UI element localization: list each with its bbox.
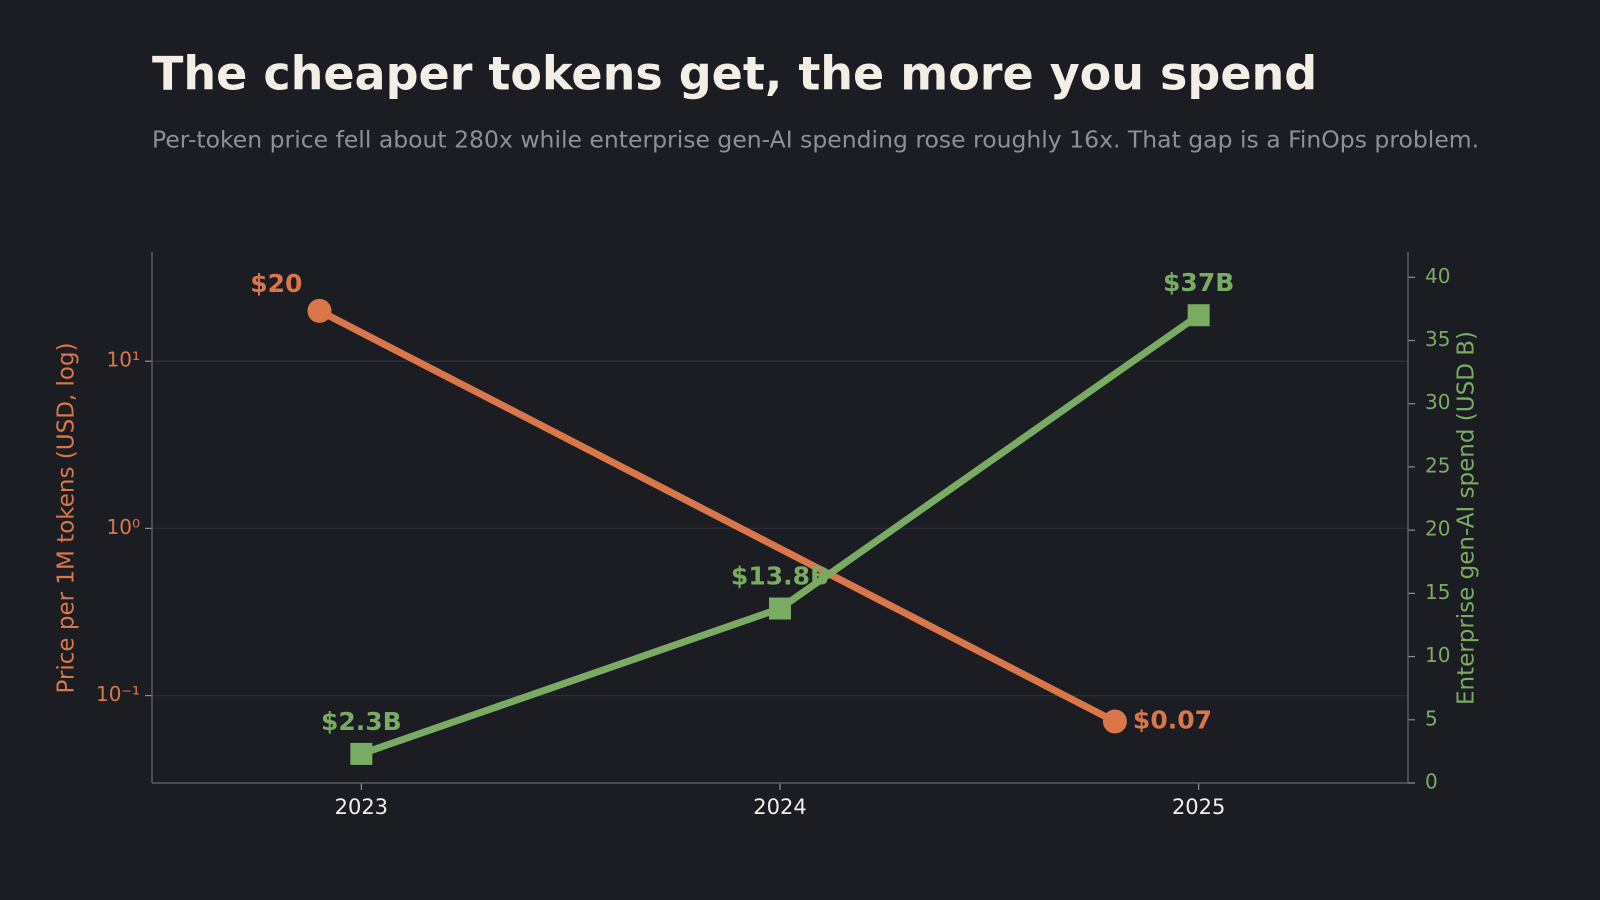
x-tick-label: 2024 [753, 795, 806, 819]
series-line [317, 307, 1117, 725]
y2-tick-label: 30 [1425, 390, 1450, 414]
data-label: $37B [1163, 268, 1234, 297]
y-tick-label: 10⁻¹ [96, 682, 140, 706]
y2-tick-label: 25 [1425, 453, 1450, 477]
y2-tick-label: 0 [1425, 770, 1438, 794]
marker [1187, 304, 1210, 327]
data-label: $20 [250, 269, 302, 298]
x-tick-label: 2025 [1172, 795, 1225, 819]
marker [307, 298, 332, 323]
y-tick-label: 10⁰ [107, 515, 140, 539]
y2-tick-label: 35 [1425, 327, 1450, 351]
data-label: $2.3B [321, 707, 402, 736]
marker [769, 597, 791, 620]
data-label: $0.07 [1133, 705, 1212, 734]
data-label: $13.8B [731, 562, 829, 591]
y2-axis-label: Enterprise gen-AI spend (USD B) [1454, 331, 1480, 705]
y2-tick-label: 15 [1425, 580, 1450, 604]
marker [1102, 709, 1127, 734]
y-axis-label: Price per 1M tokens (USD, log) [54, 342, 80, 693]
x-tick-label: 2023 [335, 795, 388, 819]
y2-tick-label: 10 [1425, 643, 1450, 667]
y2-tick-label: 5 [1425, 706, 1438, 730]
chart-title: The cheaper tokens get, the more you spe… [152, 47, 1317, 101]
chart-subtitle: Per-token price fell about 280x while en… [152, 126, 1479, 154]
y2-tick-label: 20 [1425, 517, 1450, 541]
marker [350, 742, 373, 765]
y-tick-label: 10¹ [107, 348, 140, 372]
y2-tick-label: 40 [1425, 264, 1450, 288]
